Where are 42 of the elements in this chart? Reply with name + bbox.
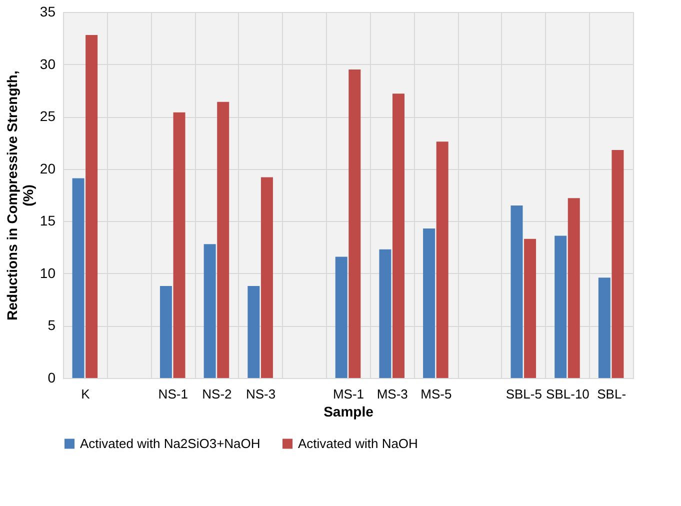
y-tick-label: 30 <box>40 56 56 72</box>
x-tick-label: SBL-10 <box>546 386 590 402</box>
y-tick-label: 10 <box>40 264 56 281</box>
bar <box>335 256 348 378</box>
bar <box>612 150 624 378</box>
bar <box>72 178 84 378</box>
bar <box>423 228 436 378</box>
bar <box>248 286 260 378</box>
bar <box>436 142 448 378</box>
x-axis-title: Sample <box>324 404 374 420</box>
y-tick-label: 0 <box>48 370 56 386</box>
bar <box>217 102 230 378</box>
bar <box>510 205 523 378</box>
y-tick-label: 5 <box>48 317 56 334</box>
bar <box>568 198 580 378</box>
y-tick-label: 35 <box>40 4 56 20</box>
y-tick-label: 20 <box>40 160 56 176</box>
x-tick-label: SBL- <box>597 386 626 402</box>
x-tick-label: NS-3 <box>246 386 276 402</box>
bar <box>348 70 361 378</box>
legend-label: Activated with NaOH <box>298 436 418 451</box>
bar <box>160 286 172 378</box>
x-tick-label: MS-5 <box>420 386 452 402</box>
bar <box>173 112 186 378</box>
x-tick-label: NS-1 <box>158 386 188 402</box>
x-tick-label: SBL-5 <box>506 386 542 402</box>
bar <box>524 238 536 378</box>
x-tick-label: K <box>81 386 90 402</box>
x-tick-label: NS-2 <box>202 386 232 402</box>
x-tick-label: MS-1 <box>332 386 364 402</box>
bar <box>379 249 392 378</box>
y-tick-label: 25 <box>40 108 56 124</box>
bar <box>86 35 98 378</box>
bar <box>392 94 404 378</box>
x-tick-label: MS-3 <box>376 386 408 402</box>
bar <box>204 244 216 378</box>
y-tick-label: 15 <box>40 212 56 229</box>
bar <box>260 177 273 378</box>
bar <box>554 236 567 378</box>
bar <box>598 278 610 378</box>
legend-label: Activated with Na2SiO3+NaOH <box>80 436 260 451</box>
y-axis-title: Reductions in Compressive Strength, (%) <box>4 70 36 320</box>
